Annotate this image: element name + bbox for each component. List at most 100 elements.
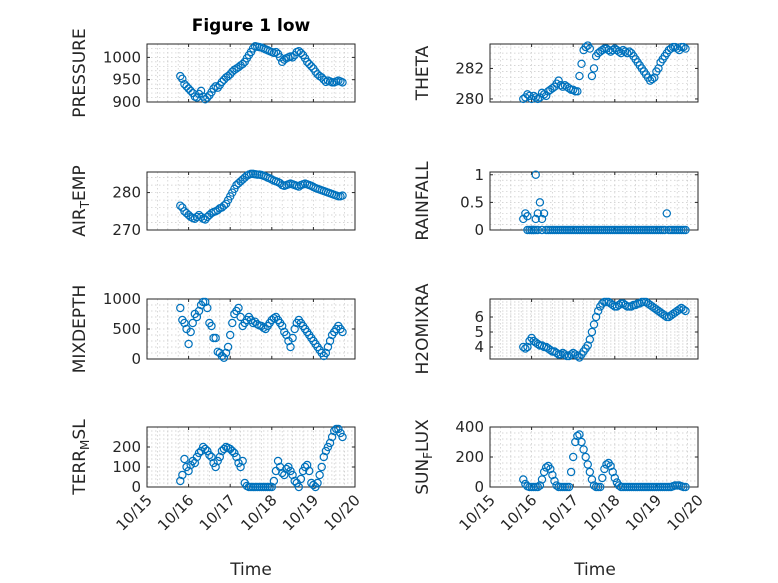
data-point <box>537 475 547 484</box>
data-point <box>211 82 220 91</box>
data-point <box>286 342 295 352</box>
data-point <box>192 452 202 462</box>
data-point <box>577 59 586 69</box>
data-point <box>290 324 299 334</box>
data-point <box>593 306 603 316</box>
data-point <box>180 454 189 464</box>
y-axis-label: MIXDEPTH <box>70 285 90 374</box>
y-tick-label: 6 <box>474 308 484 326</box>
data-point <box>625 47 634 56</box>
data-point <box>537 214 547 224</box>
data-point <box>288 333 297 343</box>
data-point <box>269 314 279 323</box>
data-point <box>610 473 620 483</box>
data-point <box>176 303 185 313</box>
data-point <box>533 209 543 218</box>
data-point <box>552 481 561 490</box>
data-point <box>198 92 208 101</box>
data-markers <box>176 169 347 224</box>
data-point <box>552 348 561 358</box>
data-point <box>571 437 580 447</box>
y-tick-label: 100 <box>112 458 141 476</box>
data-point <box>305 59 314 69</box>
data-point <box>587 475 597 484</box>
data-point <box>598 45 607 55</box>
data-point <box>579 445 588 454</box>
data-point <box>271 47 281 57</box>
data-point <box>591 312 601 322</box>
x-tick-label: 10/20 <box>321 491 364 534</box>
data-point <box>315 470 324 480</box>
y-axis-label: SUNFLUX <box>413 419 435 495</box>
x-tick-label: 10/19 <box>279 491 322 534</box>
data-point <box>679 42 688 52</box>
y-tick-label: 0 <box>474 478 484 496</box>
data-point <box>581 42 590 52</box>
y-tick-label: 282 <box>455 59 484 77</box>
x-axis-label-right: Time <box>573 560 616 580</box>
data-point <box>608 467 617 477</box>
data-point <box>278 321 287 331</box>
data-point <box>523 211 532 221</box>
data-point <box>566 350 576 359</box>
data-point <box>334 424 343 434</box>
data-point <box>338 191 347 200</box>
data-point <box>307 62 316 71</box>
data-point <box>666 44 676 53</box>
data-point <box>317 462 326 472</box>
y-axis-label: PRESSURE <box>70 28 90 117</box>
data-point <box>675 305 684 314</box>
data-point <box>327 432 337 442</box>
data-point <box>575 71 584 81</box>
data-point <box>253 320 262 329</box>
y-tick-label: 200 <box>455 448 484 466</box>
data-point <box>556 350 565 359</box>
data-point <box>564 482 574 492</box>
data-point <box>184 84 193 93</box>
data-point <box>284 462 293 472</box>
data-point <box>546 464 555 474</box>
data-point <box>519 342 528 352</box>
data-point <box>273 456 283 466</box>
data-point <box>286 466 295 476</box>
data-point <box>541 91 551 101</box>
data-point <box>608 45 617 55</box>
data-point <box>533 482 543 492</box>
data-point <box>196 86 206 96</box>
data-point <box>238 59 247 69</box>
x-tick-label: 10/18 <box>237 491 280 534</box>
data-point <box>519 475 528 484</box>
data-point <box>548 84 557 93</box>
data-point <box>213 456 222 466</box>
data-point <box>679 305 688 314</box>
data-point <box>585 44 595 53</box>
data-point <box>325 336 335 346</box>
data-point <box>298 466 308 476</box>
x-tick-label: 10/15 <box>456 491 499 534</box>
data-point <box>319 452 328 462</box>
x-tick-label: 10/19 <box>622 491 665 534</box>
data-point <box>219 444 229 454</box>
data-point <box>225 70 235 79</box>
data-point <box>338 432 347 442</box>
y-tick-label: 500 <box>112 320 141 338</box>
data-point <box>248 44 258 53</box>
data-point <box>604 45 613 55</box>
subplot-theta: 280 282 THETA <box>413 41 699 108</box>
data-point <box>259 323 268 332</box>
data-point <box>519 214 528 224</box>
data-point <box>219 201 229 210</box>
data-point <box>209 458 218 468</box>
data-point <box>554 76 563 85</box>
data-point <box>188 318 197 328</box>
data-point <box>614 481 624 490</box>
x-tick-label: 10/15 <box>113 491 156 534</box>
data-point <box>205 450 214 460</box>
data-point <box>589 64 599 73</box>
data-point <box>531 225 540 235</box>
data-point <box>548 470 557 480</box>
y-tick-label: 0 <box>474 221 484 239</box>
data-point <box>531 170 540 179</box>
y-axis-label: RAINFALL <box>413 161 433 241</box>
